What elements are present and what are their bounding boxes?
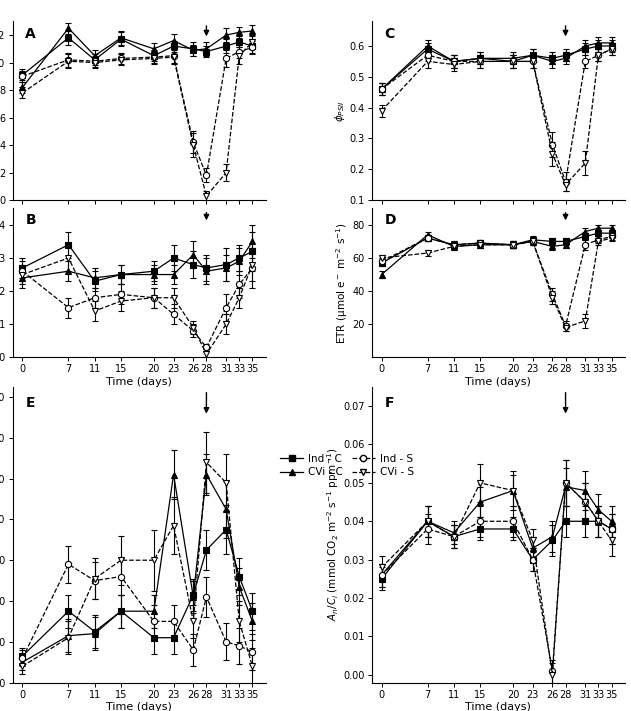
Y-axis label: $\phi_{PSII}$: $\phi_{PSII}$ (333, 100, 346, 122)
X-axis label: Time (days): Time (days) (106, 702, 172, 711)
Text: E: E (25, 396, 35, 410)
Text: F: F (384, 396, 394, 410)
Y-axis label: $A_n$/$C_i$ (mmol CO$_2$ m$^{-2}$ s$^{-1}$ ppm$^{-1}$): $A_n$/$C_i$ (mmol CO$_2$ m$^{-2}$ s$^{-1… (325, 448, 341, 621)
X-axis label: Time (days): Time (days) (465, 377, 531, 387)
Text: C: C (384, 27, 394, 41)
Text: B: B (25, 213, 36, 227)
Y-axis label: ETR (μmol e$^-$ m$^{-2}$ s$^{-1}$): ETR (μmol e$^-$ m$^{-2}$ s$^{-1}$) (334, 222, 350, 343)
X-axis label: Time (days): Time (days) (465, 702, 531, 711)
Text: A: A (25, 27, 36, 41)
Legend: Ind - C, CVi - C, Ind - S, CVi - S: Ind - C, CVi - C, Ind - S, CVi - S (276, 450, 418, 481)
Text: D: D (384, 213, 396, 227)
X-axis label: Time (days): Time (days) (106, 377, 172, 387)
